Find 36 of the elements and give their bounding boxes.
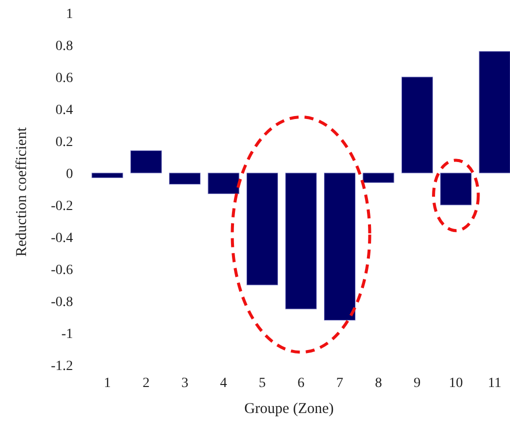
y-tick-label: 0.2 bbox=[56, 134, 73, 150]
y-tick-label: -0.6 bbox=[50, 262, 73, 278]
bar bbox=[92, 172, 124, 178]
x-tick-label: 7 bbox=[336, 376, 344, 391]
x-tick-label: 6 bbox=[298, 376, 304, 391]
x-tick-label: 11 bbox=[488, 376, 502, 391]
x-tick-label: 3 bbox=[181, 376, 188, 391]
bar bbox=[478, 51, 510, 174]
bar bbox=[246, 172, 278, 286]
y-tick-label: -0.4 bbox=[50, 230, 73, 246]
x-axis-title: Groupe (Zone) bbox=[244, 401, 334, 417]
bar bbox=[130, 150, 162, 174]
x-tick-label: 4 bbox=[220, 376, 228, 391]
x-tick-label: 10 bbox=[448, 376, 463, 391]
y-tick-label: -0.8 bbox=[50, 294, 73, 310]
x-tick-label: 8 bbox=[374, 376, 382, 391]
bar bbox=[169, 172, 201, 184]
y-tick-label: 0.6 bbox=[56, 70, 73, 86]
x-tick-label: 9 bbox=[414, 376, 421, 391]
bar bbox=[208, 172, 240, 194]
y-tick-label: 1 bbox=[66, 6, 73, 22]
y-tick-label: 0 bbox=[66, 166, 73, 182]
bar bbox=[285, 172, 317, 310]
bar bbox=[401, 76, 433, 174]
bar bbox=[324, 172, 356, 320]
y-tick-label: -0.2 bbox=[50, 198, 73, 214]
x-tick-label: 2 bbox=[142, 376, 150, 391]
y-axis-title: Reduction coefficient bbox=[14, 126, 30, 257]
y-tick-label: -1.2 bbox=[50, 358, 73, 374]
bar bbox=[362, 172, 394, 183]
y-tick-label: 0.8 bbox=[56, 38, 73, 54]
x-tick-label: 1 bbox=[104, 376, 111, 391]
y-tick-label: 0.4 bbox=[56, 102, 73, 118]
y-tick-label: -1 bbox=[61, 326, 73, 342]
bar bbox=[440, 172, 472, 206]
x-tick-label: 5 bbox=[258, 376, 266, 391]
